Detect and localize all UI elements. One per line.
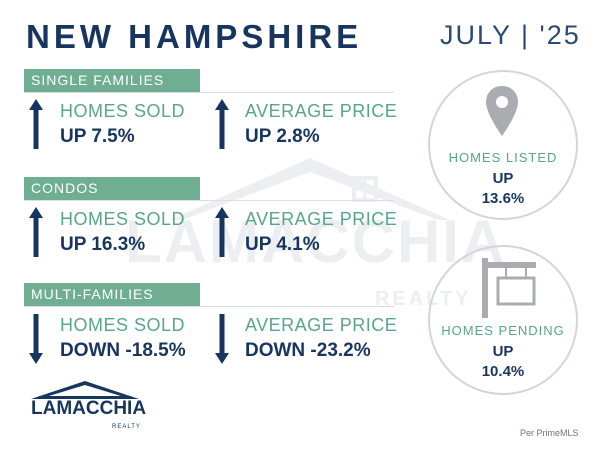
single-homes-sold-value: UP 7.5% <box>60 126 135 147</box>
condos-homes-sold-value: UP 16.3% <box>60 234 146 255</box>
homes-pending-percent: 10.4% <box>481 363 525 380</box>
arrow-down-icon <box>29 314 43 364</box>
arrow-up-icon <box>215 207 229 257</box>
homes-listed-percent: 13.6% <box>481 190 525 207</box>
multi-avg-price-label: AVERAGE PRICE <box>245 315 398 335</box>
homes-pending-label: HOMES PENDING <box>441 323 565 338</box>
section-bar-single-families: SINGLE FAMILIES <box>24 69 200 92</box>
homes-pending-direction: UP <box>492 343 514 360</box>
page-title: NEW HAMPSHIRE <box>26 18 363 55</box>
homes-listed-circle <box>428 70 578 220</box>
multi-homes-sold-label: HOMES SOLD <box>60 315 186 335</box>
arrow-up-icon <box>215 99 229 149</box>
sale-sign-icon <box>482 258 536 318</box>
watermark-brand: LAMACCHIA <box>125 208 507 275</box>
section-bar-multi-families: MULTI-FAMILIES <box>24 283 200 306</box>
single-avg-price-label: AVERAGE PRICE <box>245 101 398 121</box>
homes-listed-direction: UP <box>492 170 514 187</box>
arrow-up-icon <box>29 207 43 257</box>
arrow-up-icon <box>29 99 43 149</box>
section-divider <box>24 200 394 201</box>
homes-pending-circle <box>428 245 578 395</box>
multi-avg-price-value: DOWN -23.2% <box>245 340 371 361</box>
report-date: JULY | '25 <box>440 20 581 50</box>
single-avg-price-value: UP 2.8% <box>245 126 320 147</box>
logo-text: LAMACCHIA <box>31 398 147 419</box>
section-divider <box>24 306 394 307</box>
condos-homes-sold-label: HOMES SOLD <box>60 209 186 229</box>
section-bar-condos: CONDOS <box>24 177 200 200</box>
single-homes-sold-label: HOMES SOLD <box>60 101 186 121</box>
section-divider <box>24 92 394 93</box>
logo-roof-icon <box>31 381 139 399</box>
multi-homes-sold-value: DOWN -18.5% <box>60 340 186 361</box>
homes-listed-label: HOMES LISTED <box>448 150 558 165</box>
logo-sub: REALTY <box>112 424 141 430</box>
condos-avg-price-value: UP 4.1% <box>245 234 320 255</box>
map-pin-icon <box>486 86 518 136</box>
condos-avg-price-label: AVERAGE PRICE <box>245 209 398 229</box>
arrow-down-icon <box>215 314 229 364</box>
source-note: Per PrimeMLS <box>520 428 579 438</box>
